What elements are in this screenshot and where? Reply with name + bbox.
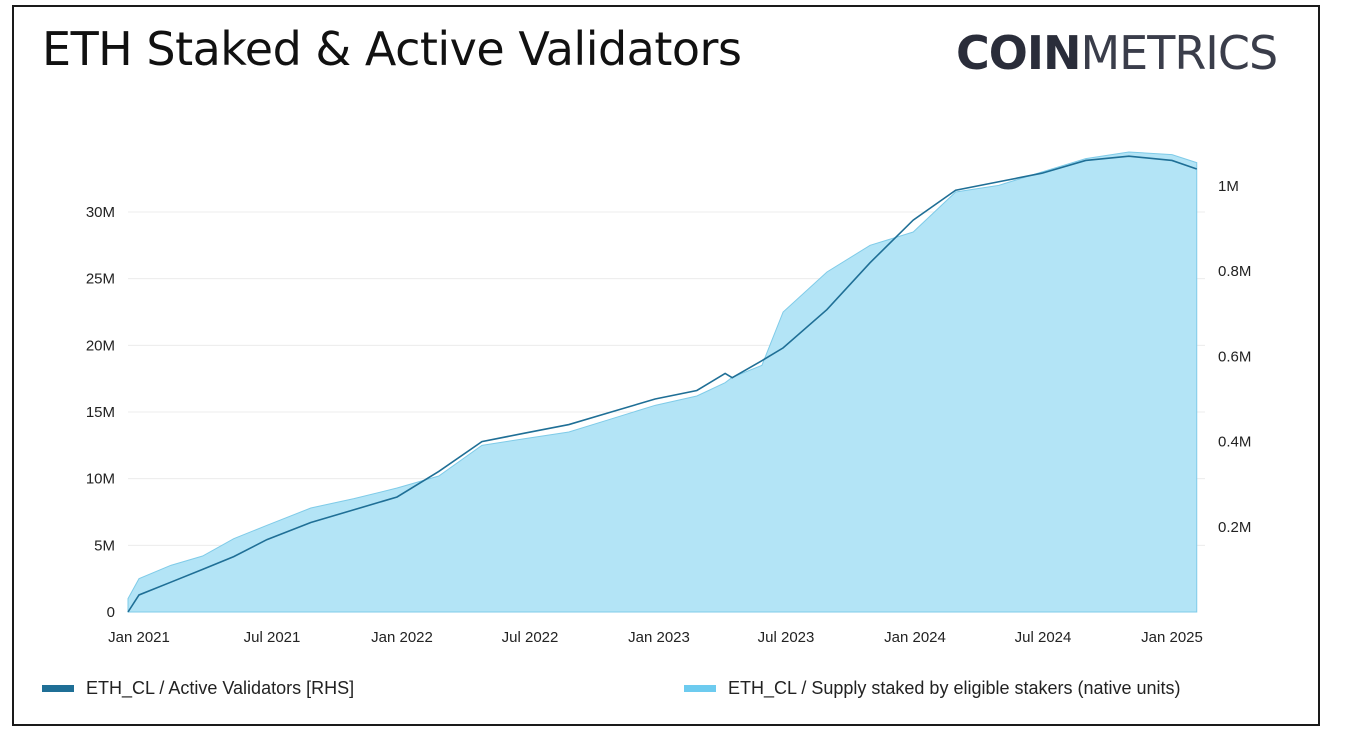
y-right-tick-label: 1M <box>1218 178 1239 195</box>
legend-item-supply-staked: ETH_CL / Supply staked by eligible stake… <box>684 678 1181 699</box>
coinmetrics-logo: COINMETRICS <box>956 26 1278 80</box>
x-tick-label: Jul 2023 <box>758 629 815 646</box>
y-left-tick-label: 5M <box>94 537 115 554</box>
y-right-tick-label: 0.8M <box>1218 263 1251 280</box>
y-right-tick-label: 0.6M <box>1218 348 1251 365</box>
legend-label-active-validators: ETH_CL / Active Validators [RHS] <box>86 678 355 698</box>
y-left-tick-label: 20M <box>86 337 115 354</box>
y-right-tick-label: 0.4M <box>1218 434 1251 451</box>
y-left-tick-label: 25M <box>86 271 115 288</box>
x-tick-label: Jan 2021 <box>108 629 170 646</box>
x-tick-label: Jul 2024 <box>1015 629 1072 646</box>
series-line-active-validators <box>127 155 1198 613</box>
logo-light-text: METRICS <box>1080 26 1278 80</box>
x-tick-label: Jan 2025 <box>1141 629 1203 646</box>
y-left-tick-label: 30M <box>86 204 115 221</box>
series-area-supply-staked <box>127 151 1198 613</box>
x-tick-label: Jul 2022 <box>502 629 559 646</box>
y-left-tick-label: 15M <box>86 404 115 421</box>
legend-line-swatch <box>42 685 74 692</box>
chart-title: ETH Staked & Active Validators <box>42 22 742 76</box>
y-right-tick-label: 0.2M <box>1218 519 1251 536</box>
legend-area-swatch <box>684 685 716 692</box>
axis-ticks: Jan 2021 Jul 2021 Jan 2022 Jul 2022 Jan 2023… <box>86 178 1252 646</box>
x-tick-label: Jan 2023 <box>628 629 690 646</box>
x-tick-label: Jul 2021 <box>244 629 301 646</box>
legend-item-active-validators: ETH_CL / Active Validators [RHS] <box>42 678 354 699</box>
x-tick-label: Jan 2024 <box>884 629 946 646</box>
legend-label-supply-staked: ETH_CL / Supply staked by eligible stake… <box>728 678 1181 698</box>
x-tick-label: Jan 2022 <box>371 629 433 646</box>
logo-bold-text: COIN <box>956 26 1081 80</box>
y-left-tick-label: 10M <box>86 471 115 488</box>
chart-series <box>127 151 1198 613</box>
y-left-tick-label: 0 <box>107 604 115 621</box>
